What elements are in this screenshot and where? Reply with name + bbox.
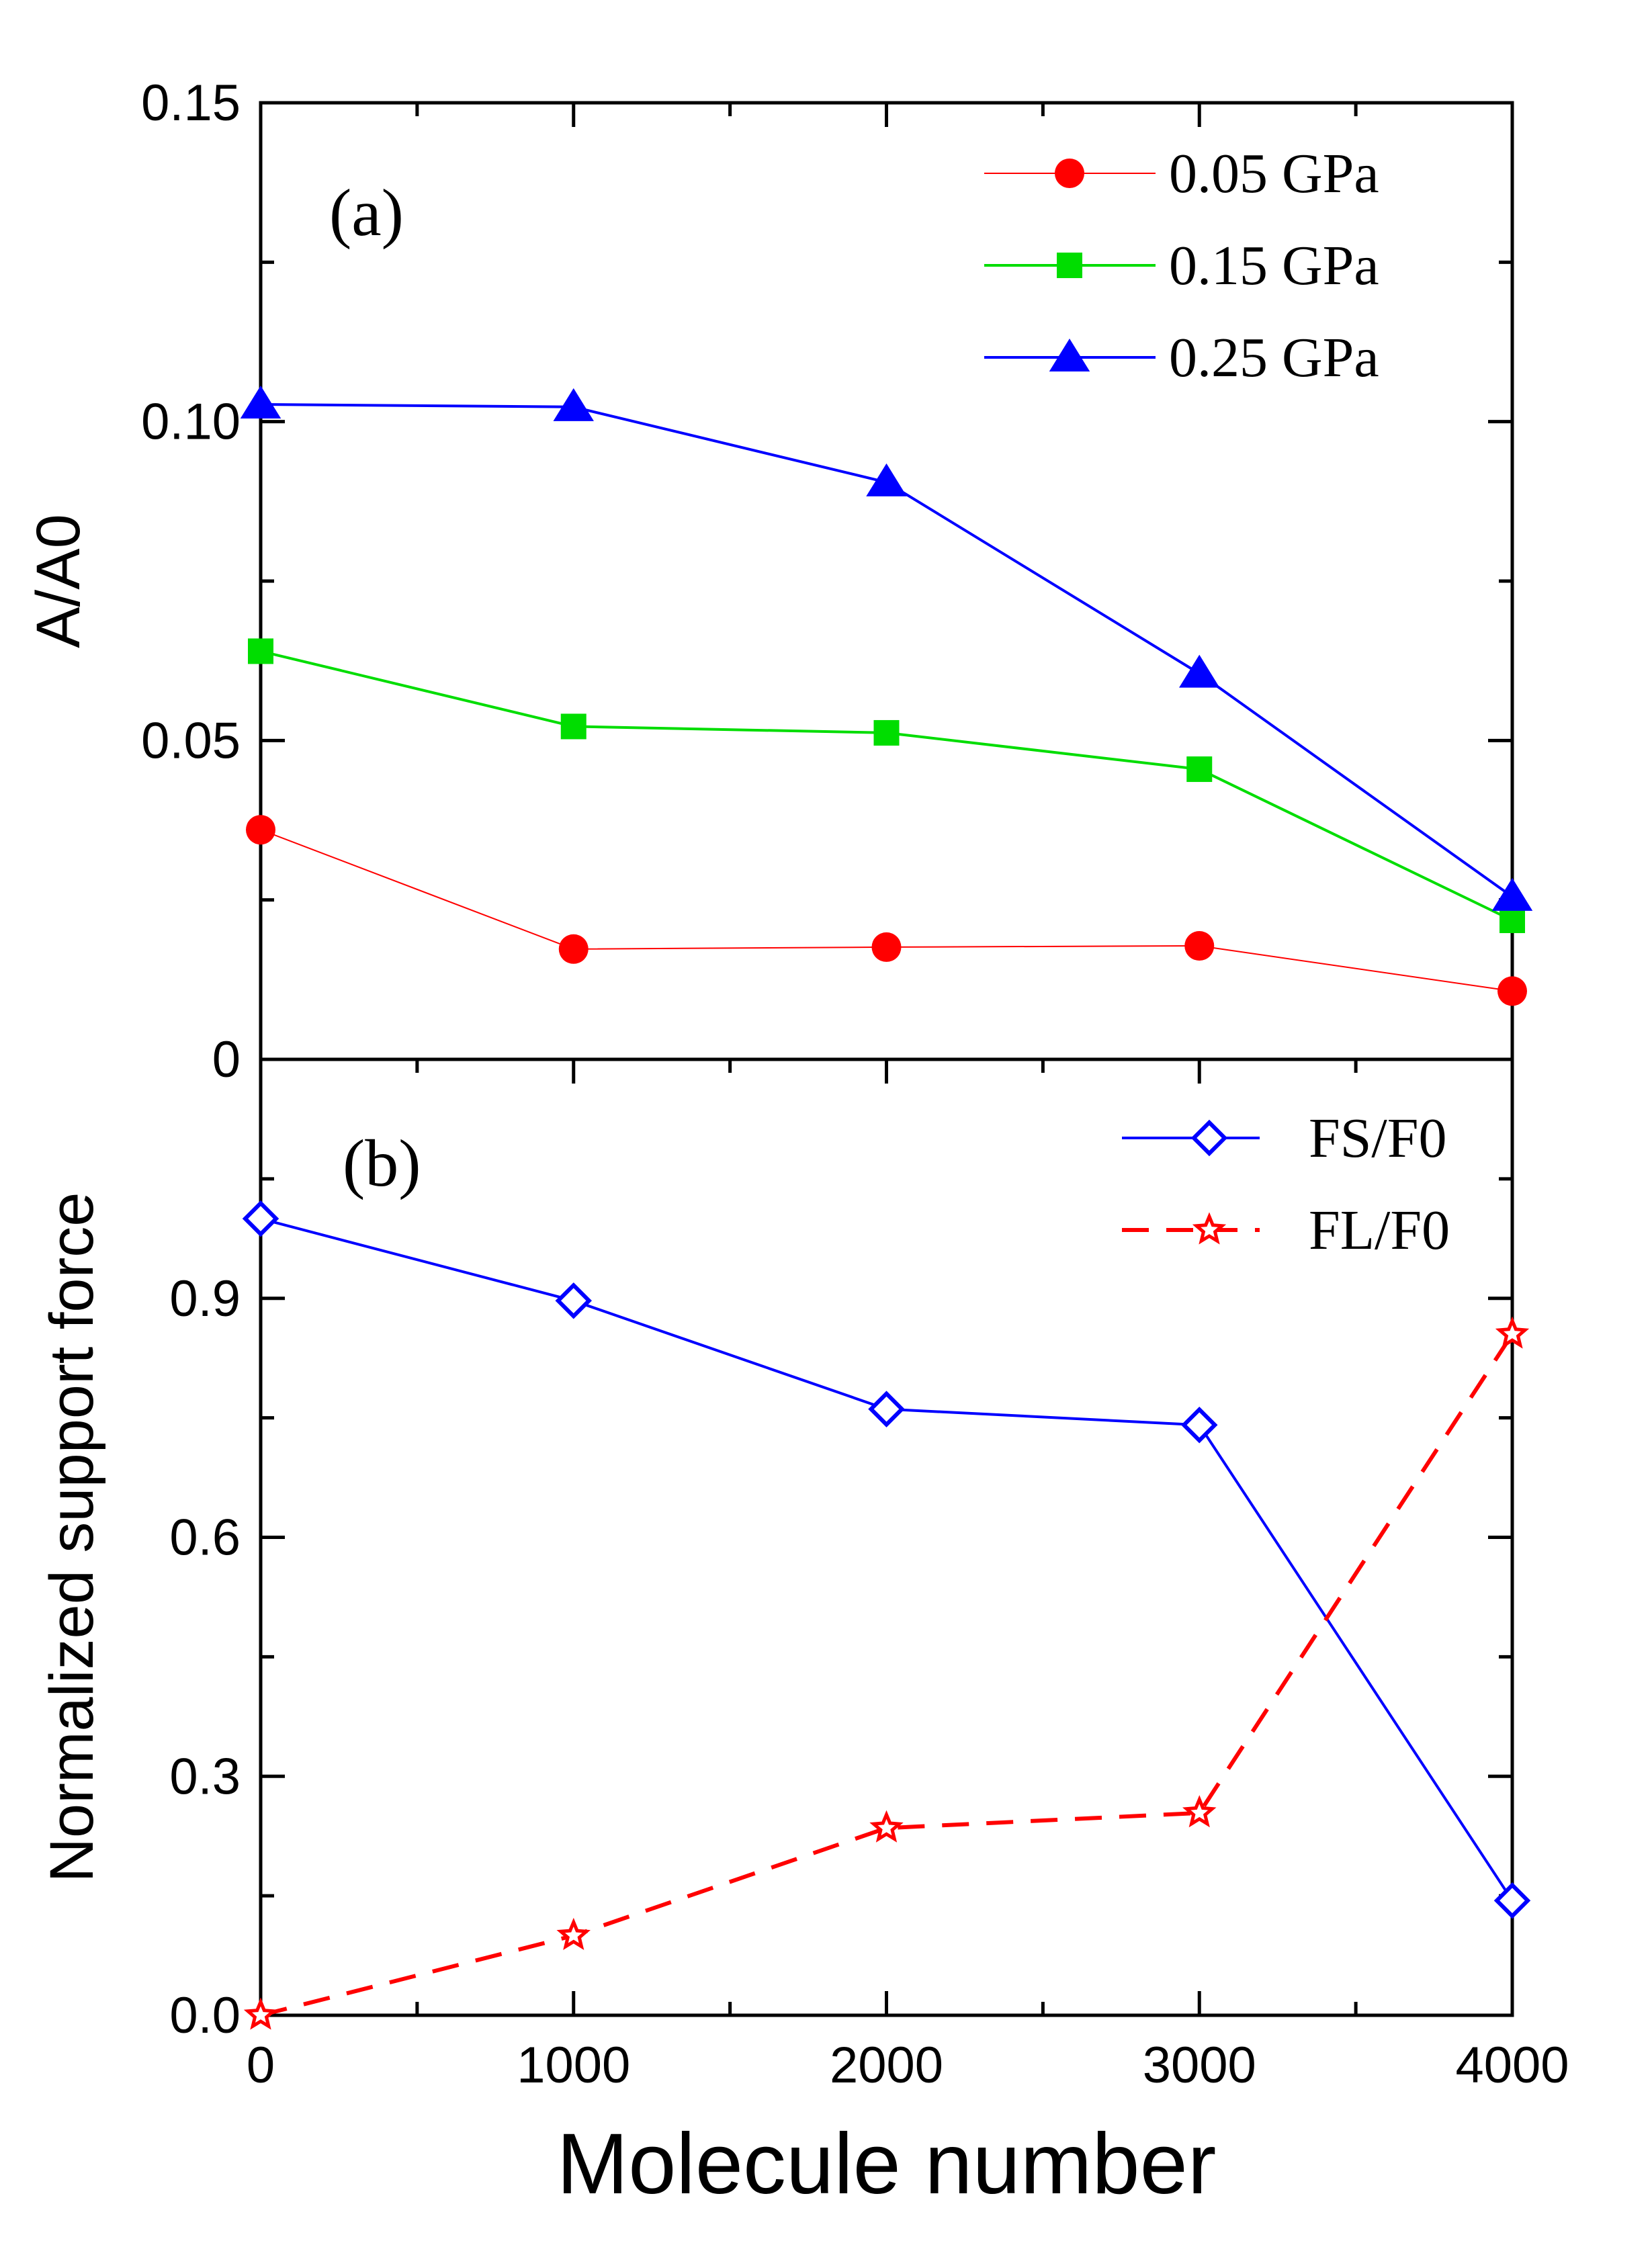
legend-item-fl-f0: FL/F0 (1122, 1199, 1450, 1262)
legend-marker (1192, 1212, 1227, 1245)
data-point-0-25-gpa (240, 386, 281, 419)
data-point-fl-f0 (1495, 1316, 1530, 1349)
data-point-0-05-gpa (1184, 931, 1215, 961)
series-0-05-gpa (246, 815, 1527, 1006)
series-0-15-gpa (248, 638, 1525, 934)
y-tick-label: 0.15 (141, 75, 241, 132)
y-tick-label: 0.6 (169, 1509, 241, 1567)
legend-label: 0.25 GPa (1169, 326, 1379, 389)
x-tick-label: 1000 (517, 2037, 630, 2094)
y-tick-label: 0.9 (169, 1270, 241, 1327)
x-tick-label: 0 (247, 2037, 275, 2094)
data-point-0-25-gpa (1491, 877, 1533, 911)
legend-label: FL/F0 (1309, 1199, 1450, 1262)
data-point-0-15-gpa (1499, 908, 1525, 934)
data-point-fs-f0 (1181, 1407, 1218, 1444)
y-tick-label: 0.05 (141, 712, 241, 769)
panel-label: (b) (343, 1126, 421, 1200)
series-0-25-gpa (240, 386, 1533, 911)
legend-marker (1057, 253, 1082, 278)
data-point-fs-f0 (555, 1282, 592, 1319)
y-tick-label: 0 (212, 1031, 241, 1088)
legend-label: 0.15 GPa (1169, 234, 1379, 297)
legend-label: FS/F0 (1309, 1107, 1447, 1170)
series-line-fl-f0 (260, 1333, 1514, 2017)
legend-marker (1190, 1119, 1228, 1157)
data-point-0-25-gpa (553, 388, 594, 421)
legend-marker (1049, 339, 1090, 371)
x-tick-label: 3000 (1143, 2037, 1256, 2094)
data-point-fl-f0 (556, 1917, 591, 1950)
series-fs-f0 (242, 1200, 1531, 1919)
legend-marker (1055, 159, 1084, 188)
data-point-fl-f0 (869, 1810, 904, 1843)
data-point-fs-f0 (1493, 1882, 1531, 1919)
series-fl-f0 (243, 1316, 1530, 2030)
data-point-0-05-gpa (1497, 976, 1527, 1006)
legend-item-0-15-gpa: 0.15 GPa (984, 234, 1379, 297)
y-tick-label: 0.10 (141, 394, 241, 451)
y-axis-title: A/A0 (24, 514, 93, 648)
data-point-0-15-gpa (873, 719, 900, 746)
y-tick-label: 0.0 (169, 1987, 241, 2044)
x-tick-label: 4000 (1455, 2037, 1569, 2094)
data-point-0-05-gpa (871, 932, 902, 962)
x-tick-label: 2000 (830, 2037, 943, 2094)
data-point-0-05-gpa (558, 934, 589, 964)
y-tick-label: 0.3 (169, 1748, 241, 1805)
data-point-fs-f0 (868, 1391, 905, 1427)
data-point-0-25-gpa (1179, 654, 1220, 688)
x-axis-title: Molecule number (557, 2116, 1217, 2212)
legend-item-0-05-gpa: 0.05 GPa (984, 142, 1379, 205)
data-point-fl-f0 (1182, 1795, 1217, 1828)
data-point-0-05-gpa (246, 815, 275, 845)
legend-label: 0.05 GPa (1169, 142, 1379, 205)
panel-b: 0.0 0.3 0.6 0.9 0 1000 2000 3000 4000 Normalized … (38, 1057, 1569, 2212)
data-point-0-15-gpa (1186, 756, 1213, 783)
data-point-fs-f0 (242, 1200, 279, 1237)
data-point-0-15-gpa (560, 713, 586, 740)
data-point-0-15-gpa (248, 638, 273, 664)
legend-item-fs-f0: FS/F0 (1122, 1107, 1447, 1170)
panel-label: (a) (329, 175, 404, 250)
data-point-fl-f0 (243, 1997, 278, 2030)
panel-a: 0 0.05 0.10 0.15 A/A0 (a) 0.05 GPa 0.15 GPa 0.25… (24, 75, 1533, 1088)
y-axis-title: Normalized support force (38, 1192, 106, 1883)
data-point-0-25-gpa (866, 463, 907, 496)
legend-item-0-25-gpa: 0.25 GPa (984, 326, 1379, 389)
